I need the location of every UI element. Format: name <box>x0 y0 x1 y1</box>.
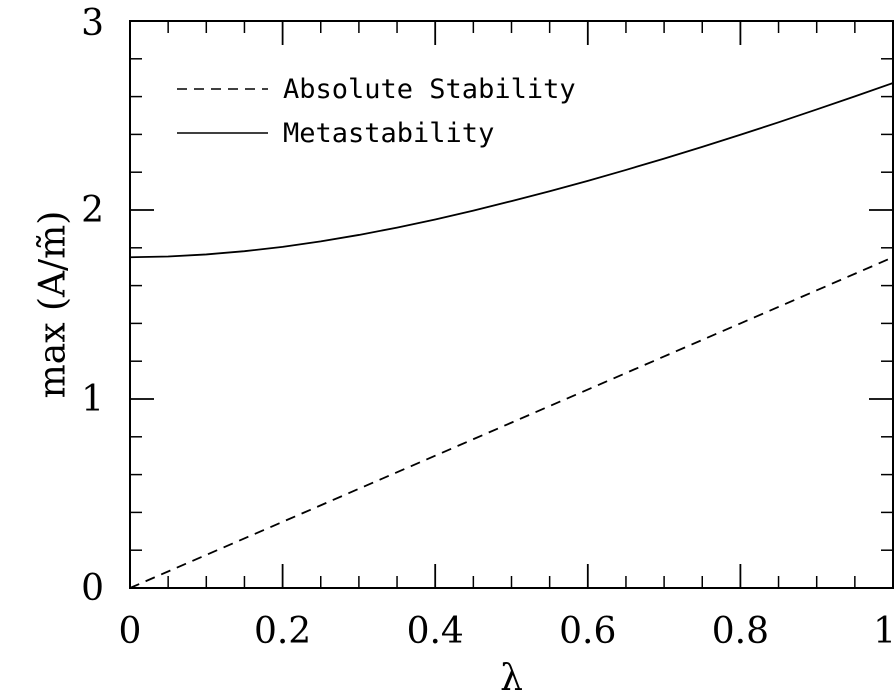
legend: Absolute Stability Metastability <box>177 74 576 149</box>
y-tick-label: 1 <box>81 379 104 420</box>
legend-label-metastability: Metastability <box>283 118 494 149</box>
y-tick-labels: 0 1 2 3 <box>81 3 104 609</box>
minor-ticks <box>130 21 893 588</box>
y-axis-label: max (A/m̃) <box>33 211 74 399</box>
x-tick-label: 0.8 <box>712 611 769 652</box>
plot-frame <box>129 20 894 589</box>
x-axis-label: λ <box>500 658 523 696</box>
x-tick-label: 1 <box>873 611 896 652</box>
series-layer <box>129 82 894 589</box>
series-line-metastability <box>129 82 894 259</box>
legend-label-absolute-stability: Absolute Stability <box>283 74 576 105</box>
x-tick-label: 0.6 <box>559 611 616 652</box>
series-line-absolute-stability <box>129 256 894 589</box>
x-tick-labels: 0 0.2 0.4 0.6 0.8 1 <box>119 611 896 652</box>
y-tick-label: 0 <box>81 568 104 609</box>
y-tick-label: 3 <box>81 3 104 44</box>
y-tick-label: 2 <box>81 190 104 231</box>
major-ticks <box>129 20 894 589</box>
x-tick-label: 0 <box>119 611 142 652</box>
x-tick-label: 0.2 <box>254 611 311 652</box>
x-tick-label: 0.4 <box>407 611 464 652</box>
